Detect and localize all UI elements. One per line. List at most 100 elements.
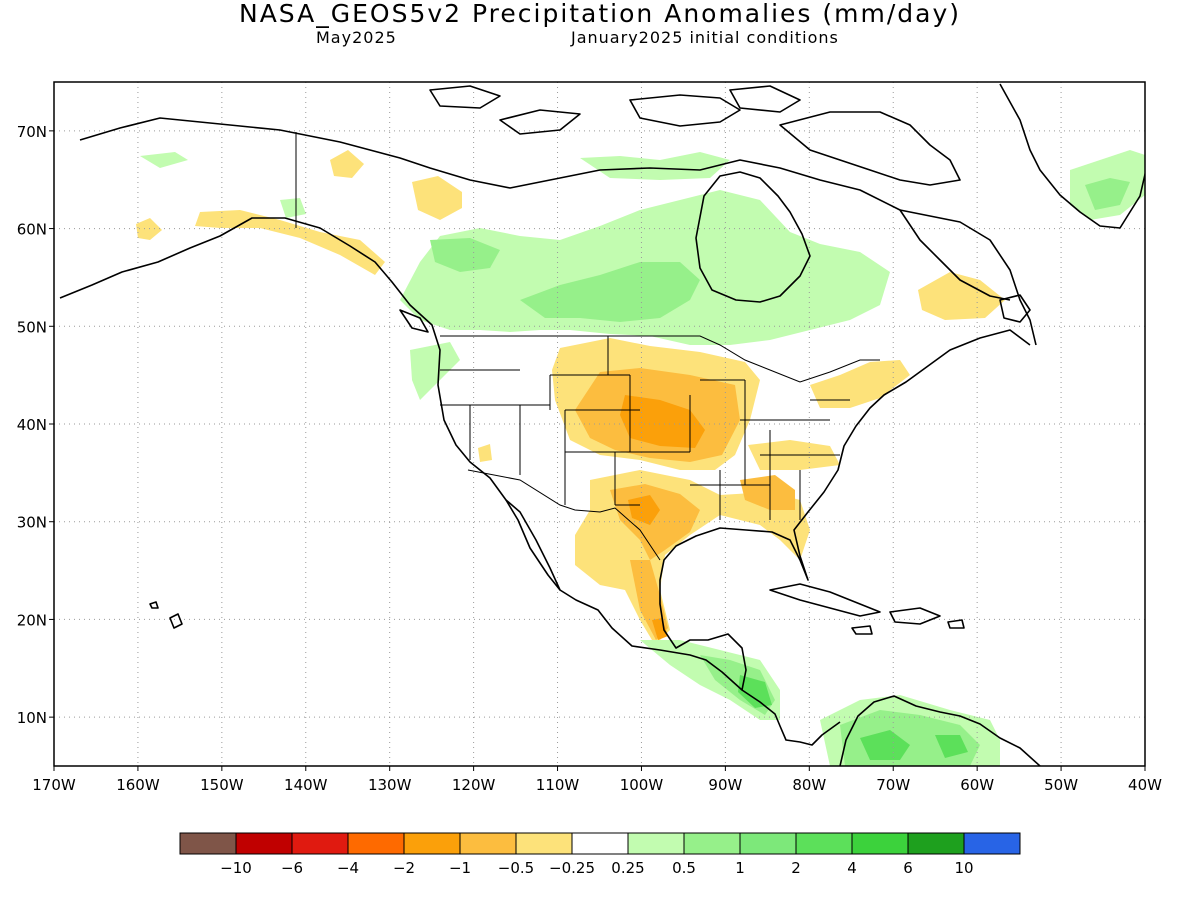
latitude-label: 40N	[17, 416, 47, 434]
legend-swatch	[291, 832, 349, 855]
legend-swatch	[851, 832, 909, 855]
wet-dry-patch	[918, 272, 1005, 320]
latitude-label: 10N	[17, 709, 47, 727]
wet-dry-patch	[412, 176, 462, 220]
arctic-island	[499, 109, 581, 135]
wet-dry-patch	[195, 210, 385, 275]
longitude-label: 150W	[200, 776, 244, 794]
map-title: NASA_GEOS5v2 Precipitation Anomalies (mm…	[239, 0, 961, 28]
anomaly-shading	[136, 150, 1145, 766]
latitude-label: 20N	[17, 611, 47, 629]
longitude-label: 80W	[792, 776, 826, 794]
longitude-label: 70W	[876, 776, 910, 794]
legend-label: 4	[847, 859, 857, 877]
longitude-label: 130W	[368, 776, 412, 794]
wet-dry-patch	[810, 360, 910, 408]
legend-label: −6	[281, 859, 303, 877]
wet-dry-patch	[620, 395, 705, 448]
legend-swatch	[459, 832, 517, 855]
newfoundland-coastline	[999, 294, 1031, 323]
longitude-label: 50W	[1044, 776, 1078, 794]
graticule	[49, 82, 1146, 771]
legend-swatch	[963, 832, 1021, 855]
legend-swatch	[683, 832, 741, 855]
forecast-month: May2025	[316, 28, 397, 47]
wet-dry-patch	[860, 730, 910, 760]
legend-swatch	[627, 832, 685, 855]
wet-dry-patch	[652, 618, 668, 640]
legend-label: −4	[337, 859, 359, 877]
legend-swatch	[403, 832, 461, 855]
legend-swatch	[347, 832, 405, 855]
longitude-label: 110W	[536, 776, 580, 794]
latitude-label: 30N	[17, 514, 47, 532]
hawaii-coastline	[169, 613, 183, 629]
hudson-bay-coastline	[695, 171, 811, 303]
legend-label: 0.5	[672, 859, 696, 877]
longitude-label: 140W	[284, 776, 328, 794]
arctic-coastline	[79, 117, 1011, 301]
wet-dry-patch	[628, 495, 660, 525]
legend-label: 1	[735, 859, 745, 877]
longitude-label: 40W	[1128, 776, 1162, 794]
longitude-label: 100W	[620, 776, 664, 794]
baja-coastline	[505, 499, 561, 591]
plot-frame	[53, 81, 1146, 767]
gulf-coastline	[659, 329, 1031, 691]
legend-label: 6	[903, 859, 913, 877]
legend-swatch	[235, 832, 293, 855]
wet-dry-patch	[580, 152, 730, 180]
legend-swatch	[515, 832, 573, 855]
hispaniola-coastline	[889, 607, 941, 625]
arctic-island	[429, 85, 501, 109]
latitude-labels: 70N 60N 50N 40N 30N 20N 10N	[17, 123, 47, 727]
puerto-rico-coastline	[947, 619, 965, 629]
baffin-island-coastline	[779, 111, 961, 186]
legend-label: 0.25	[611, 859, 644, 877]
cuba-coastline	[769, 583, 881, 617]
coastlines	[59, 83, 1145, 766]
wet-dry-patch	[1085, 178, 1130, 210]
initial-conditions: January2025 initial conditions	[571, 28, 839, 47]
wet-dry-patch	[280, 198, 306, 218]
legend-label: 10	[954, 859, 973, 877]
legend-label: 2	[791, 859, 801, 877]
legend-label: −0.25	[549, 859, 595, 877]
wet-dry-patch	[935, 735, 968, 758]
longitude-label: 120W	[452, 776, 496, 794]
arctic-island	[629, 94, 741, 127]
greenland-coastline	[999, 83, 1145, 229]
legend-label: −0.5	[498, 859, 534, 877]
state-line	[440, 336, 850, 520]
north-america-coastline	[59, 217, 841, 746]
legend-label: −2	[393, 859, 415, 877]
legend-swatch	[795, 832, 853, 855]
us-canada-border	[440, 335, 880, 383]
legend-swatch	[907, 832, 965, 855]
wet-dry-patch	[478, 444, 492, 462]
legend-swatch	[179, 832, 237, 855]
legend-label: −1	[449, 859, 471, 877]
latitude-label: 60N	[17, 221, 47, 239]
wet-dry-patch	[520, 262, 700, 322]
wet-dry-patch	[140, 152, 188, 168]
political-borders	[295, 132, 880, 561]
wet-dry-patch	[410, 342, 460, 400]
latitude-label: 70N	[17, 123, 47, 141]
legend-swatch	[739, 832, 797, 855]
wet-dry-patch	[738, 675, 772, 708]
longitude-labels: 170W 160W 150W 140W 130W 120W 110W 100W 90W 80W 70…	[32, 776, 1162, 794]
color-scale-legend: −10 −6 −4 −2 −1 −0.5 −0.25 0.25 0.5 1 2 4 6 10	[179, 832, 1021, 877]
hawaii-coastline	[149, 601, 159, 609]
wet-dry-patch	[430, 238, 500, 272]
arctic-island	[729, 85, 801, 113]
longitude-label: 90W	[708, 776, 742, 794]
longitude-label: 60W	[960, 776, 994, 794]
legend-label: −10	[220, 859, 252, 877]
jamaica-coastline	[851, 625, 873, 635]
south-america-coastline	[839, 695, 1041, 766]
labrador-coastline	[899, 209, 1037, 346]
wet-dry-patch	[330, 150, 364, 178]
latitude-label: 50N	[17, 318, 47, 336]
